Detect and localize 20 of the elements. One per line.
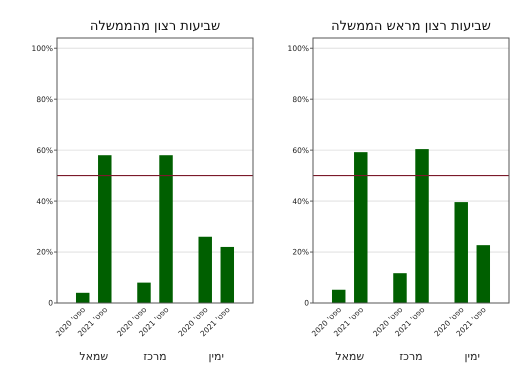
bar <box>137 282 151 303</box>
x-tick-label: ימין <box>208 350 224 363</box>
x-tick-label: שמאל <box>79 350 108 363</box>
bar <box>476 245 490 303</box>
bar <box>332 290 346 303</box>
bar <box>159 155 173 303</box>
chart-title: שביעות רצון מהממשלה <box>90 19 220 34</box>
bar <box>393 273 407 303</box>
bar <box>454 202 468 303</box>
bar <box>354 152 368 303</box>
x-tick-label: ימין <box>464 350 480 363</box>
bar <box>220 246 234 303</box>
bar <box>98 155 112 303</box>
bar <box>76 292 90 303</box>
bar <box>415 149 429 303</box>
chart-title: שביעות רצון מראש הממשלה <box>331 19 491 34</box>
x-tick-label: שמאל <box>335 350 364 363</box>
bar <box>198 236 212 303</box>
x-tick-label: מרכז <box>143 350 167 363</box>
x-tick-label: מרכז <box>399 350 423 363</box>
